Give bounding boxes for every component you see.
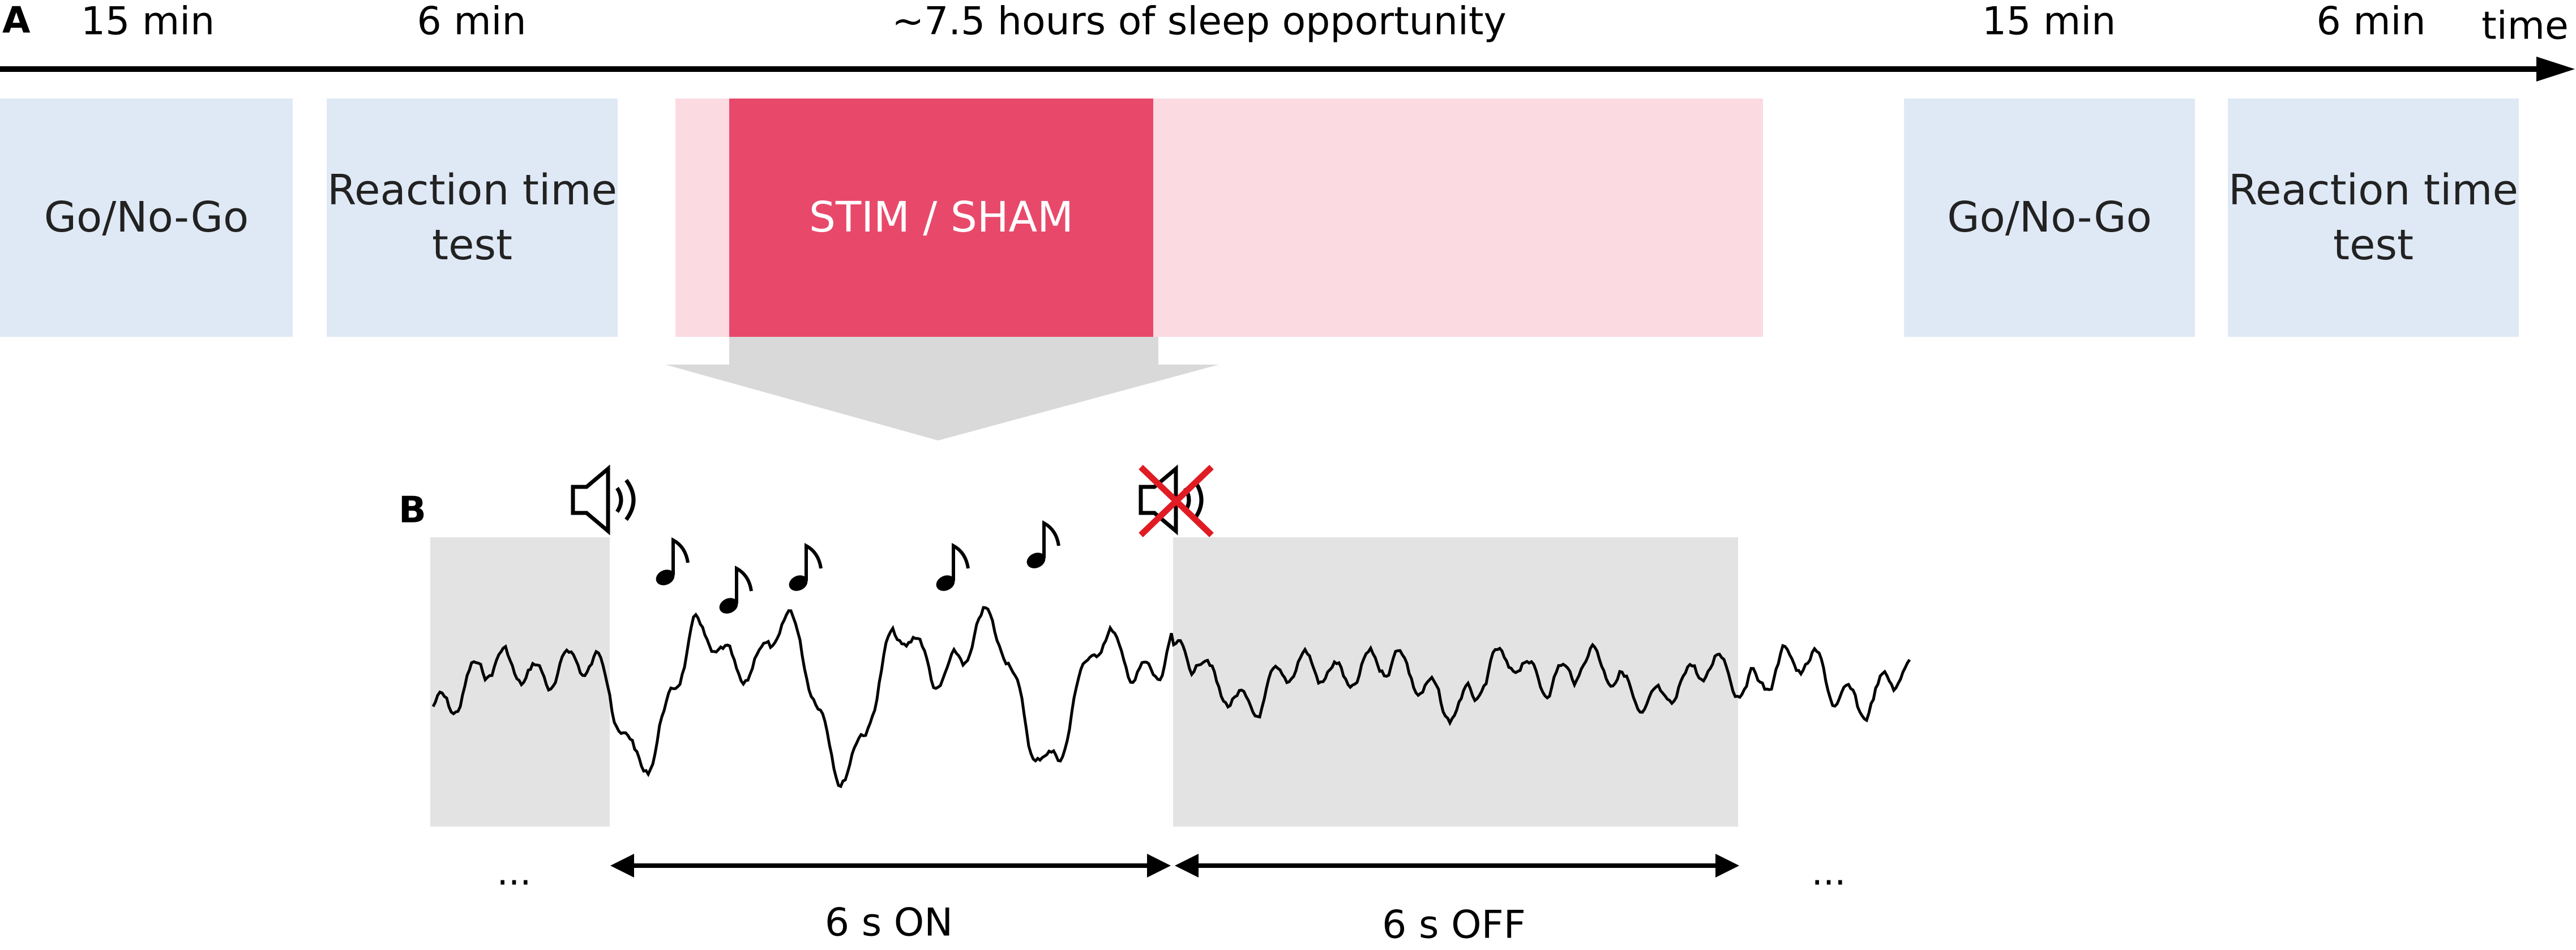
on-label: 6 s ON — [825, 901, 953, 945]
axis-label: time — [2481, 4, 2569, 49]
off-label: 6 s OFF — [1382, 903, 1526, 948]
off-arrow — [1175, 854, 1739, 878]
note — [936, 542, 970, 591]
stim-block — [729, 99, 1153, 337]
note — [719, 565, 753, 614]
on-arrow — [610, 854, 1171, 878]
duration: 15 min — [81, 0, 215, 44]
task-block: Reaction time test — [2228, 99, 2519, 337]
stim-label: STIM / SHAM — [809, 193, 1073, 242]
off-period — [1173, 537, 1738, 827]
ellipsis: ... — [1811, 852, 1846, 894]
duration: 15 min — [1982, 0, 2116, 44]
eeg-trace — [431, 606, 1911, 789]
speaker-icon — [571, 464, 636, 536]
arrow-head — [2536, 57, 2575, 82]
zoom-funnel — [665, 337, 1219, 440]
task-block: Go/No-Go — [0, 99, 293, 337]
duration: ~7.5 hours of sleep opportunity — [892, 0, 1507, 44]
panel-label: A — [2, 0, 31, 42]
task-block: Reaction time test — [327, 99, 618, 337]
note — [656, 537, 690, 585]
muted-speaker-icon — [1139, 464, 1214, 537]
duration: 6 min — [417, 0, 526, 44]
note — [1026, 520, 1060, 568]
duration: 6 min — [2316, 0, 2425, 44]
panel-label: B — [399, 490, 426, 532]
task-block: Go/No-Go — [1904, 99, 2195, 337]
notes — [656, 520, 1060, 614]
note — [789, 542, 823, 591]
ellipsis: ... — [497, 852, 531, 894]
